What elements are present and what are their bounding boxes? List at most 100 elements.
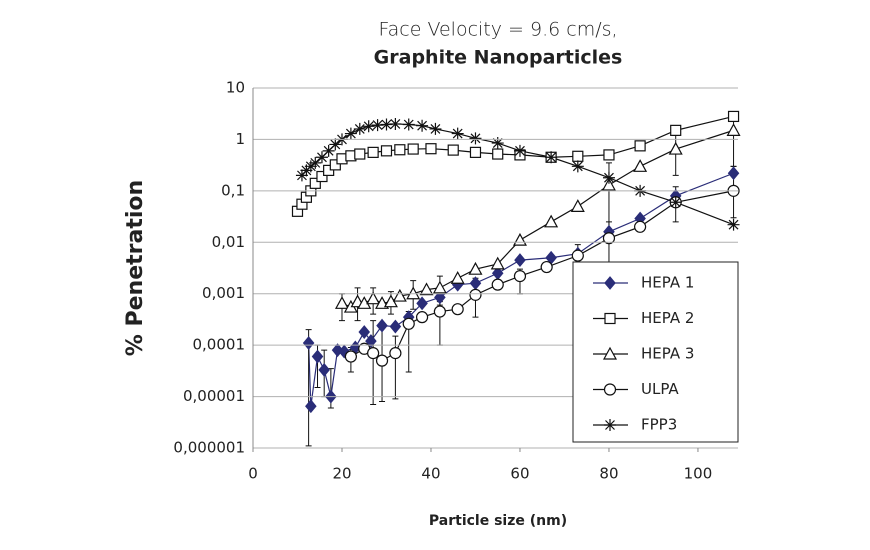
marker [432,280,447,294]
marker [407,143,419,155]
marker [603,383,617,396]
marker [305,399,317,414]
marker [727,166,740,181]
x-axis-label: Particle size (nm) [429,513,567,529]
y-tick-label: 0,1 [221,181,245,199]
marker [727,110,740,123]
error-bar [392,335,399,400]
marker [329,159,341,171]
marker [415,311,429,324]
marker [469,146,482,158]
marker [670,124,682,136]
marker [302,336,315,350]
marker [425,143,437,155]
y-tick-label: 0,01 [212,233,245,251]
marker [572,150,584,162]
y-tick-label: 0,00001 [183,387,245,405]
marker [571,249,584,262]
marker [309,177,321,189]
marker [318,362,330,377]
marker [354,148,366,160]
marker [416,119,429,132]
marker [419,282,434,296]
marker [450,270,465,284]
marker [416,296,428,311]
y-tick-label: 0,001 [202,284,245,302]
chart-subtitle: Graphite Nanoparticles [374,47,623,69]
legend-label: ULPA [641,380,679,398]
marker [451,127,464,140]
x-tick-label: 0 [248,465,258,483]
legend-label: HEPA 2 [641,309,694,327]
marker [353,122,366,135]
marker [389,319,402,334]
marker [727,218,740,231]
marker [634,220,647,233]
marker [602,232,616,245]
marker [602,171,615,184]
marker [571,160,584,173]
marker [322,144,335,157]
y-tick-label: 0,0001 [193,336,246,354]
marker [602,346,618,360]
marker [389,347,402,360]
legend-box [572,261,739,443]
marker [367,347,380,360]
marker [376,318,388,333]
marker [633,159,648,172]
legend-label: HEPA 1 [641,274,694,292]
marker [366,291,381,305]
marker [634,140,646,152]
marker [402,317,415,330]
marker [447,144,459,156]
marker [433,305,446,318]
marker [601,177,616,191]
marker [604,312,616,325]
marker [668,141,683,155]
marker [315,151,328,164]
plot-area [291,110,741,447]
marker [394,144,406,156]
marker [540,260,553,274]
marker [380,118,393,131]
x-tick-label: 80 [599,465,618,483]
marker [492,148,504,160]
marker [389,117,402,130]
marker [468,261,483,275]
marker [329,138,342,151]
marker [491,137,504,150]
marker [469,288,482,301]
x-tick-label: 40 [421,465,440,483]
marker [513,144,526,157]
marker [316,170,328,183]
marker [309,156,322,169]
marker [604,276,616,290]
marker [491,278,504,291]
marker [367,146,379,158]
marker [544,214,559,228]
marker [603,149,615,161]
marker [358,325,371,339]
marker [669,196,682,209]
marker [469,276,482,291]
marker [514,253,526,268]
marker [434,290,446,305]
marker [545,151,558,164]
marker [295,169,308,182]
series-line [296,115,734,212]
marker [392,288,407,302]
x-tick-label: 60 [510,465,529,483]
marker [513,270,527,283]
legend-label: HEPA 3 [641,345,694,363]
marker [334,296,350,309]
marker [512,232,527,246]
marker [451,303,464,316]
marker [344,127,357,140]
chart-title: Face Velocity = 9.6 cm/s, [378,19,617,41]
marker [429,122,442,135]
y-tick-label: 1 [235,130,245,148]
error-bar [370,320,377,406]
x-tick-label: 20 [332,465,351,483]
marker [490,256,505,270]
